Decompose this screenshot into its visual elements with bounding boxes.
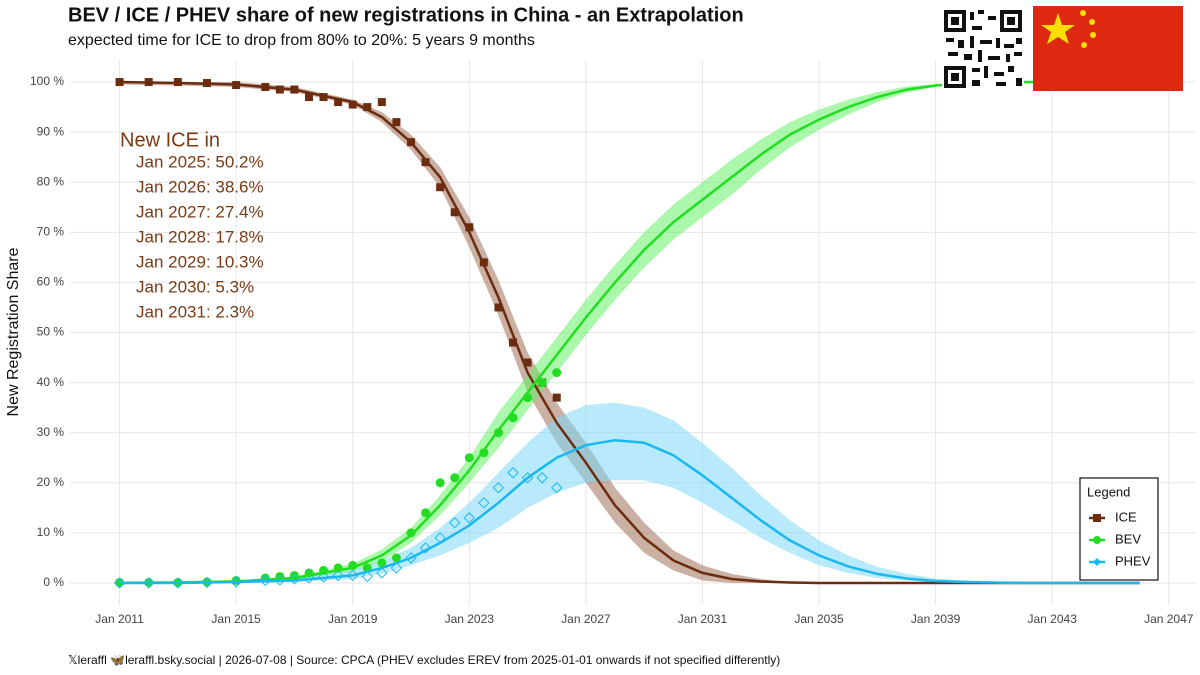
legend: Legend ICE BEV PHEV — [1079, 477, 1159, 581]
bands — [119, 82, 1140, 583]
x-tick-label: Jan 2023 — [445, 612, 495, 626]
legend-title: Legend — [1087, 484, 1130, 499]
y-tick-label: 10 % — [37, 525, 65, 539]
lines — [119, 80, 1140, 585]
observation — [552, 368, 562, 378]
legend-marker — [1093, 536, 1101, 544]
observation — [142, 577, 155, 589]
observation — [390, 562, 403, 574]
observation — [523, 358, 532, 367]
fit-line — [119, 438, 1140, 585]
footer: 𝕏leraffl 🦋leraffl.bsky.social | 2026-07-… — [68, 653, 780, 667]
fit-line — [119, 80, 1140, 585]
legend-label: PHEV — [1115, 553, 1151, 568]
x-tick-label: Jan 2019 — [328, 612, 378, 626]
annotation-line: Jan 2026: 38.6% — [136, 177, 264, 196]
observation — [507, 467, 519, 479]
observation — [332, 569, 344, 582]
x-tick-label: Jan 2039 — [911, 612, 961, 626]
annotation-line: Jan 2025: 50.2% — [136, 152, 264, 171]
legend-marker — [1093, 514, 1101, 522]
x-tick-label: Jan 2015 — [211, 612, 261, 626]
observation — [509, 338, 518, 347]
observation — [492, 482, 505, 494]
y-tick-label: 40 % — [37, 375, 65, 389]
x-tick-label: Jan 2011 — [95, 612, 144, 626]
x-tick-label: Jan 2031 — [678, 612, 728, 626]
observation — [363, 103, 372, 112]
observation — [463, 512, 475, 524]
observation — [419, 542, 432, 554]
observation — [551, 482, 563, 494]
y-tick-label: 70 % — [37, 224, 65, 238]
observation — [334, 98, 343, 107]
observation — [113, 577, 126, 589]
x-tick-label: Jan 2047 — [1144, 612, 1194, 626]
annotation-line: Jan 2029: 10.3% — [136, 252, 264, 271]
observation — [304, 93, 313, 102]
y-axis-label: New Registration Share — [5, 247, 22, 416]
annotation-title: New ICE in — [120, 129, 220, 151]
legend-label: ICE — [1115, 509, 1137, 524]
annotation-line: Jan 2030: 5.3% — [136, 277, 254, 296]
observation — [436, 183, 445, 192]
y-tick-label: 50 % — [37, 325, 65, 339]
x-tick-label: Jan 2035 — [794, 612, 844, 626]
fit-line — [119, 80, 1140, 585]
chart-subtitle: expected time for ICE to drop from 80% t… — [68, 32, 535, 49]
observation — [377, 98, 386, 107]
legend-marker — [1093, 558, 1101, 566]
y-tick-label: 100 % — [30, 74, 64, 88]
observation — [465, 223, 474, 232]
china-flag — [1033, 6, 1183, 91]
x-tick-label: Jan 2043 — [1027, 612, 1077, 626]
observation — [450, 208, 459, 217]
observation — [478, 497, 490, 509]
legend-label: BEV — [1115, 531, 1141, 546]
observation — [348, 100, 357, 109]
observation — [392, 118, 401, 127]
observation — [536, 472, 548, 484]
observation — [537, 378, 547, 388]
y-tick-label: 90 % — [37, 124, 65, 138]
observation — [450, 473, 460, 483]
observation — [361, 570, 373, 583]
observation — [376, 567, 388, 579]
observation — [421, 508, 431, 518]
observation — [377, 558, 387, 568]
confidence-band — [119, 402, 1140, 583]
observation — [494, 303, 503, 312]
annotation-line: Jan 2031: 2.3% — [136, 302, 254, 321]
axes: 0 % 10 % 20 % 30 % 40 % 50 % 60 % 70 % 80 % 90 % 1… — [30, 74, 1194, 626]
observation — [449, 517, 461, 529]
annotation: Jan 2025: 50.2% Jan 2026: 38.6% Jan 2027: … — [136, 152, 264, 321]
observation — [552, 393, 561, 402]
y-tick-label: 0 % — [43, 575, 64, 589]
y-tick-label: 80 % — [37, 174, 65, 188]
observation — [464, 453, 474, 463]
y-tick-label: 20 % — [37, 475, 65, 489]
observation — [391, 553, 401, 563]
observation — [317, 571, 330, 583]
observation — [406, 528, 416, 538]
annotation-line: Jan 2028: 17.8% — [136, 227, 264, 246]
grid — [70, 60, 1195, 605]
chart-title: BEV / ICE / PHEV share of new registrati… — [68, 4, 744, 26]
y-tick-label: 30 % — [37, 425, 65, 439]
y-tick-label: 60 % — [37, 275, 65, 289]
annotation-line: Jan 2027: 27.4% — [136, 202, 264, 221]
observation — [435, 478, 445, 488]
qr-code — [942, 8, 1024, 90]
x-tick-label: Jan 2027 — [561, 612, 611, 626]
observation — [421, 158, 430, 167]
